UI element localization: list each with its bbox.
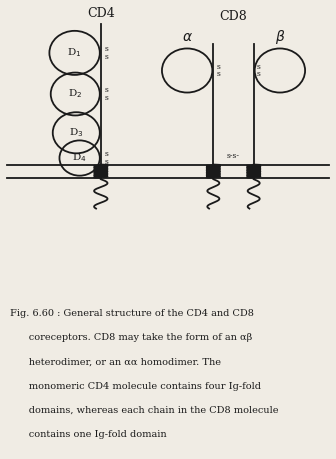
Text: CD4: CD4	[87, 7, 115, 20]
Text: coreceptors. CD8 may take the form of an αβ: coreceptors. CD8 may take the form of an…	[10, 333, 252, 342]
Text: domains, whereas each chain in the CD8 molecule: domains, whereas each chain in the CD8 m…	[10, 406, 279, 415]
Text: s: s	[105, 86, 109, 94]
Text: s: s	[105, 158, 109, 166]
Text: s: s	[105, 45, 109, 53]
Text: s: s	[105, 150, 109, 158]
Text: s: s	[217, 63, 221, 71]
Text: Fig. 6.60 : General structure of the CD4 and CD8: Fig. 6.60 : General structure of the CD4…	[10, 309, 254, 318]
Text: s: s	[105, 53, 109, 61]
Text: D$_1$: D$_1$	[68, 46, 82, 59]
Text: s-s-: s-s-	[227, 151, 240, 160]
Text: s: s	[257, 63, 261, 71]
Text: heterodimer, or an αα homodimer. The: heterodimer, or an αα homodimer. The	[10, 358, 221, 367]
Text: D$_2$: D$_2$	[68, 88, 82, 101]
Text: s: s	[257, 70, 261, 78]
Text: monomeric CD4 molecule contains four Ig-fold: monomeric CD4 molecule contains four Ig-…	[10, 382, 261, 391]
Text: s: s	[217, 70, 221, 78]
Text: $\beta$: $\beta$	[275, 28, 285, 46]
Text: $\alpha$: $\alpha$	[182, 30, 193, 44]
Text: D$_4$: D$_4$	[72, 151, 87, 164]
Text: contains one Ig-fold domain: contains one Ig-fold domain	[10, 430, 167, 439]
Text: D$_3$: D$_3$	[69, 126, 84, 139]
Text: CD8: CD8	[220, 10, 247, 22]
Text: s: s	[105, 94, 109, 102]
